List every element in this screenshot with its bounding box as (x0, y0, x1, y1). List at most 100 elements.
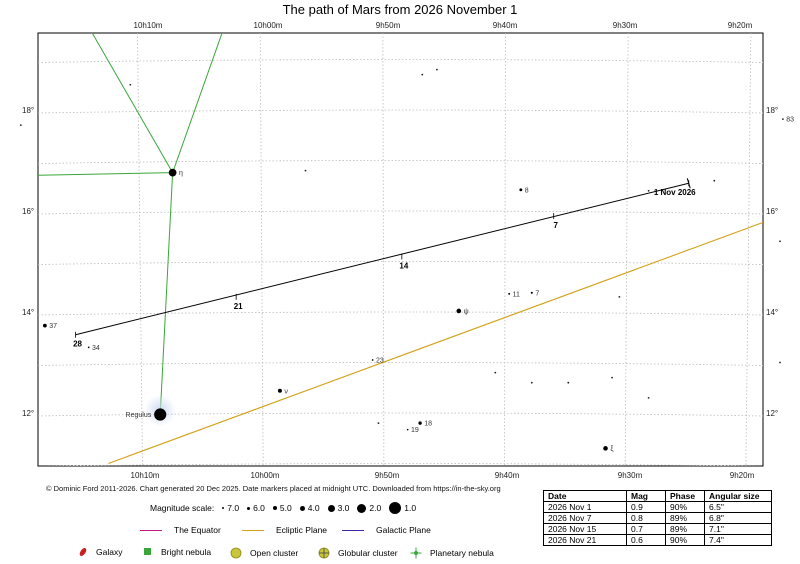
dec-grid-line (38, 412, 763, 417)
dec-grid-line (38, 160, 763, 164)
ra-grid-line (382, 33, 385, 466)
legend-planetary-nebula: Planetary nebula (410, 547, 494, 559)
star-η (168, 168, 177, 177)
dec-grid-line (38, 311, 763, 316)
ra-tick-bottom: 9h50m (375, 471, 400, 480)
open-cluster-icon (230, 547, 242, 559)
star-label: Regulus (126, 412, 152, 419)
ecliptic-line (108, 221, 763, 465)
dec-tick-left: 18° (22, 106, 34, 115)
ra-grid-line (259, 33, 264, 466)
field-star (435, 68, 438, 71)
field-star (618, 295, 621, 298)
legend-galactic: Galactic Plane (342, 525, 431, 535)
ra-tick-top: 10h00m (254, 21, 283, 30)
equator-line-swatch (140, 529, 162, 531)
mars-path: 1 Nov 2026 7 14 21 28 (73, 178, 696, 349)
mag-item: 4.0 (299, 503, 320, 513)
star-label: 19 (411, 427, 419, 434)
date-label: 21 (234, 302, 243, 311)
constellation-line (38, 172, 173, 176)
ra-tick-bottom: 10h00m (251, 471, 280, 480)
star-label: ξ (610, 446, 613, 453)
table-row: 2026 Nov 15 0.7 89% 7.1" (543, 523, 772, 535)
header-date: Date (543, 490, 627, 502)
field-star (421, 73, 424, 76)
mag-item: 7.0 (222, 503, 239, 513)
field-star (779, 361, 781, 364)
star-11 (508, 292, 511, 295)
constellation-line (91, 33, 174, 173)
axis-ticks: 10h10m 10h00m 9h50m 9h40m 9h30m 9h20m 10h10m 10… (22, 21, 778, 480)
star-83 (782, 118, 784, 120)
star-ν (277, 388, 282, 393)
ra-tick-top: 10h10m (134, 21, 163, 30)
field-star (530, 381, 533, 384)
table-row: 2026 Nov 1 0.9 90% 6.5" (543, 501, 772, 513)
galactic-line-swatch (342, 529, 364, 531)
star-label: 83 (786, 117, 794, 124)
star-ξ (603, 446, 608, 451)
field-star (779, 240, 781, 243)
field-star (647, 396, 650, 399)
ra-tick-bottom: 10h10m (131, 471, 160, 480)
ra-tick-top: 9h50m (376, 21, 401, 30)
dec-tick-right: 16° (766, 207, 778, 216)
field-star (713, 179, 716, 182)
ra-grid-line (137, 33, 143, 466)
dec-tick-right: 14° (766, 308, 778, 317)
mars-data-table: Date Mag Phase Angular size 2026 Nov 1 0.… (543, 490, 772, 546)
magnitude-scale-label: Magnitude scale: (150, 503, 215, 513)
ecliptic-line-swatch (242, 529, 264, 531)
table-row: 2026 Nov 21 0.6 90% 7.4" (543, 534, 772, 546)
field-star (647, 189, 650, 192)
ra-grid-line (624, 33, 629, 466)
dec-tick-left: 14° (22, 308, 34, 317)
bright-nebula-icon (144, 548, 151, 555)
stars: η Regulus ψ ξ ν 8 7 11 23 37 34 18 19 83 (19, 68, 794, 453)
field-star (304, 169, 307, 172)
date-label: 28 (73, 340, 82, 349)
table-header-row: Date Mag Phase Angular size (543, 490, 772, 502)
ra-tick-bottom: 9h40m (495, 471, 520, 480)
mag-item: 2.0 (357, 503, 381, 513)
dec-grid-line (38, 59, 763, 63)
date-label: 1 Nov 2026 (654, 188, 696, 197)
dec-tick-right: 18° (766, 106, 778, 115)
mag-item: 6.0 (247, 503, 265, 513)
field-star (611, 376, 613, 379)
star-label: 11 (513, 291, 520, 298)
planetary-nebula-icon (410, 547, 422, 559)
star-label: 34 (92, 345, 100, 352)
field-star (567, 381, 570, 384)
plot-frame (37, 32, 764, 467)
constellation-line (159, 172, 174, 415)
star-Regulus (154, 408, 167, 421)
chart-title: The path of Mars from 2026 November 1 (283, 2, 518, 17)
star-ψ (456, 308, 462, 314)
credit-text: © Dominic Ford 2011-2026. Chart generate… (46, 484, 501, 493)
dec-tick-right: 12° (766, 409, 778, 418)
ra-tick-top: 9h30m (613, 21, 638, 30)
star-label: ψ (464, 308, 469, 315)
field-star (494, 371, 497, 374)
constellation-lines (38, 33, 223, 415)
star-label: 18 (424, 421, 432, 428)
legend-globular-cluster: Globular cluster (318, 547, 398, 559)
ra-tick-top: 9h20m (728, 21, 753, 30)
star-37 (42, 323, 47, 328)
ra-tick-bottom: 9h30m (618, 471, 643, 480)
header-angular-size: Angular size (704, 490, 772, 502)
galaxy-icon (79, 548, 87, 556)
dec-grid-line (38, 210, 763, 215)
ra-grid-line (745, 33, 752, 466)
date-label: 14 (399, 261, 408, 270)
date-label: 7 (553, 221, 558, 230)
ecliptic-line (108, 221, 763, 465)
header-phase: Phase (665, 490, 705, 502)
star-label: 23 (376, 357, 384, 364)
star-18 (418, 421, 422, 425)
coordinate-grid (38, 33, 763, 466)
star-label: ν (284, 388, 288, 395)
dec-grid-line (38, 362, 763, 366)
